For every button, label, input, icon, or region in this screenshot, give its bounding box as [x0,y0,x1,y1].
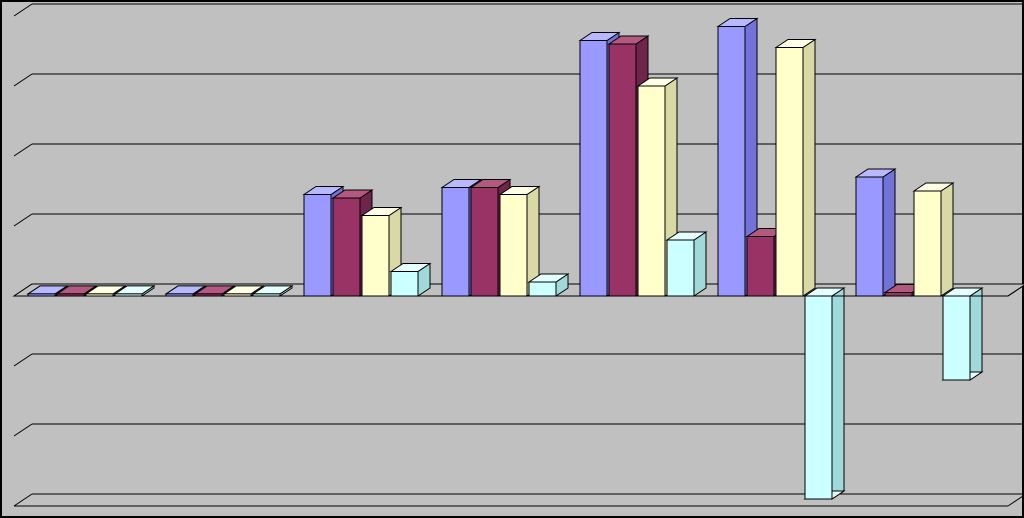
chart-canvas [0,0,1024,518]
bar-chart-3d [0,0,1024,518]
